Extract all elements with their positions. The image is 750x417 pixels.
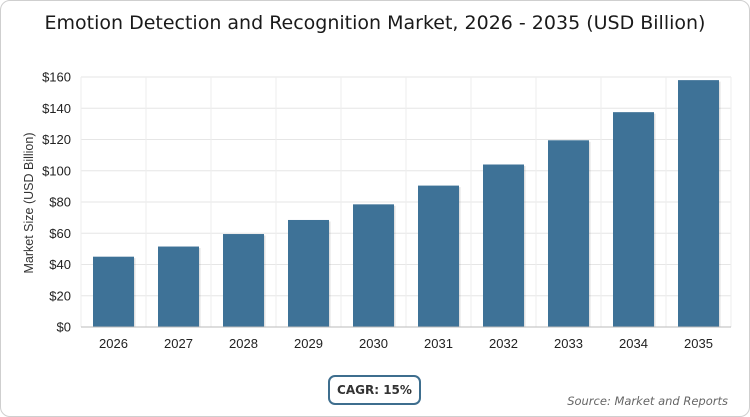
source-note: Source: Market and Reports [567, 394, 728, 408]
x-tick-label: 2034 [619, 336, 648, 351]
x-tick-label: 2026 [99, 336, 128, 351]
bar-2026 [93, 256, 134, 327]
x-tick-label: 2027 [164, 336, 193, 351]
y-tick-label: $100 [42, 163, 71, 178]
bar-2035 [678, 80, 719, 327]
x-tick-label: 2028 [229, 336, 258, 351]
bar-2030 [353, 204, 394, 327]
x-tick-label: 2033 [554, 336, 583, 351]
bar-2028 [223, 234, 264, 327]
cagr-badge: CAGR: 15% [328, 375, 421, 405]
x-tick-label: 2029 [294, 336, 323, 351]
y-tick-label: $80 [49, 195, 71, 210]
x-tick-label: 2031 [424, 336, 453, 351]
y-tick-label: $60 [49, 226, 71, 241]
bar-2034 [613, 112, 654, 327]
y-axis-title: Market Size (USD Billion) [22, 132, 36, 273]
axis-layer: $0 $20 $40 $60 $80 $100 $120 $140 $160 2026 2027 20… [42, 70, 731, 351]
bar-layer [93, 80, 721, 327]
x-tick-label: 2032 [489, 336, 518, 351]
bar-2031 [418, 185, 459, 327]
x-tick-label: 2035 [684, 336, 713, 351]
y-tick-label: $0 [57, 320, 71, 335]
x-tick-label: 2030 [359, 336, 388, 351]
y-tick-label: $140 [42, 101, 71, 116]
y-tick-label: $160 [42, 70, 71, 85]
y-tick-label: $40 [49, 257, 71, 272]
y-tick-label: $120 [42, 132, 71, 147]
bar-2027 [158, 246, 199, 327]
bar-2029 [288, 219, 329, 327]
y-tick-label: $20 [49, 288, 71, 303]
bar-2032 [483, 164, 524, 327]
chart-title: Emotion Detection and Recognition Market… [44, 12, 706, 34]
bar-2033 [548, 140, 589, 327]
